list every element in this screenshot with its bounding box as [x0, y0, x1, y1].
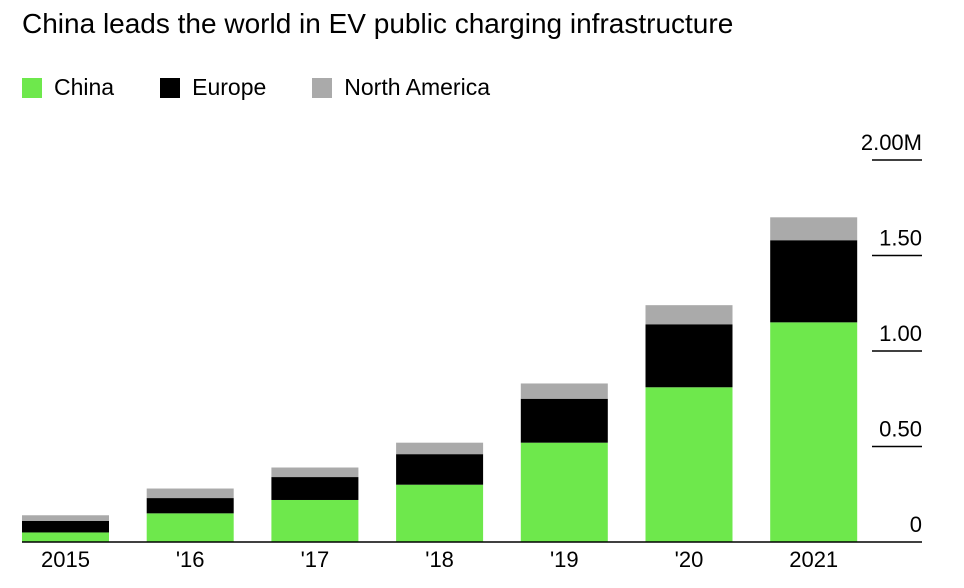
bar-china [645, 387, 733, 542]
bar-europe [146, 498, 234, 514]
bar-north-america [271, 467, 359, 478]
y-tick-label: 2.00M [861, 130, 922, 155]
legend-item-china: China [22, 74, 114, 101]
bar-north-america [396, 442, 484, 455]
bar-north-america [770, 217, 858, 241]
legend-label-north-america: North America [344, 74, 490, 100]
bar-china [146, 513, 234, 542]
bar-europe [520, 398, 608, 443]
bar-china [22, 532, 109, 542]
bar-europe [271, 477, 359, 500]
bar-north-america [645, 305, 733, 325]
legend-item-north-america: North America [312, 74, 490, 101]
bar-china [520, 442, 608, 542]
bar-china [271, 499, 359, 542]
y-tick-label: 0.50 [879, 417, 922, 442]
legend-label-china: China [54, 74, 115, 100]
x-tick-label: '16 [176, 547, 205, 572]
x-tick-label: 2021 [789, 547, 838, 572]
bar-europe [396, 454, 484, 485]
x-tick-label: '18 [425, 547, 454, 572]
chart-title: China leads the world in EV public charg… [22, 8, 734, 39]
x-tick-label: '20 [675, 547, 704, 572]
bar-europe [22, 520, 109, 533]
y-tick-label: 1.00 [879, 321, 922, 346]
legend-swatch-europe [160, 77, 181, 98]
y-tick-label: 1.50 [879, 226, 922, 251]
x-tick-label: '19 [550, 547, 579, 572]
bar-north-america [146, 488, 234, 499]
legend-label-europe: Europe [192, 74, 267, 100]
bar-north-america [22, 515, 109, 521]
y-tick-label: 0 [910, 512, 922, 537]
bar-europe [770, 240, 858, 323]
legend-swatch-china [22, 77, 42, 98]
x-tick-label: 2015 [41, 547, 90, 572]
bar-europe [645, 324, 733, 388]
bar-china [396, 484, 484, 542]
legend-item-europe: Europe [160, 74, 266, 101]
legend-swatch-north-america [312, 77, 333, 98]
bar-north-america [520, 383, 608, 399]
bar-china [770, 322, 858, 542]
legend: China Europe North America [22, 74, 536, 101]
x-tick-label: '17 [301, 547, 330, 572]
